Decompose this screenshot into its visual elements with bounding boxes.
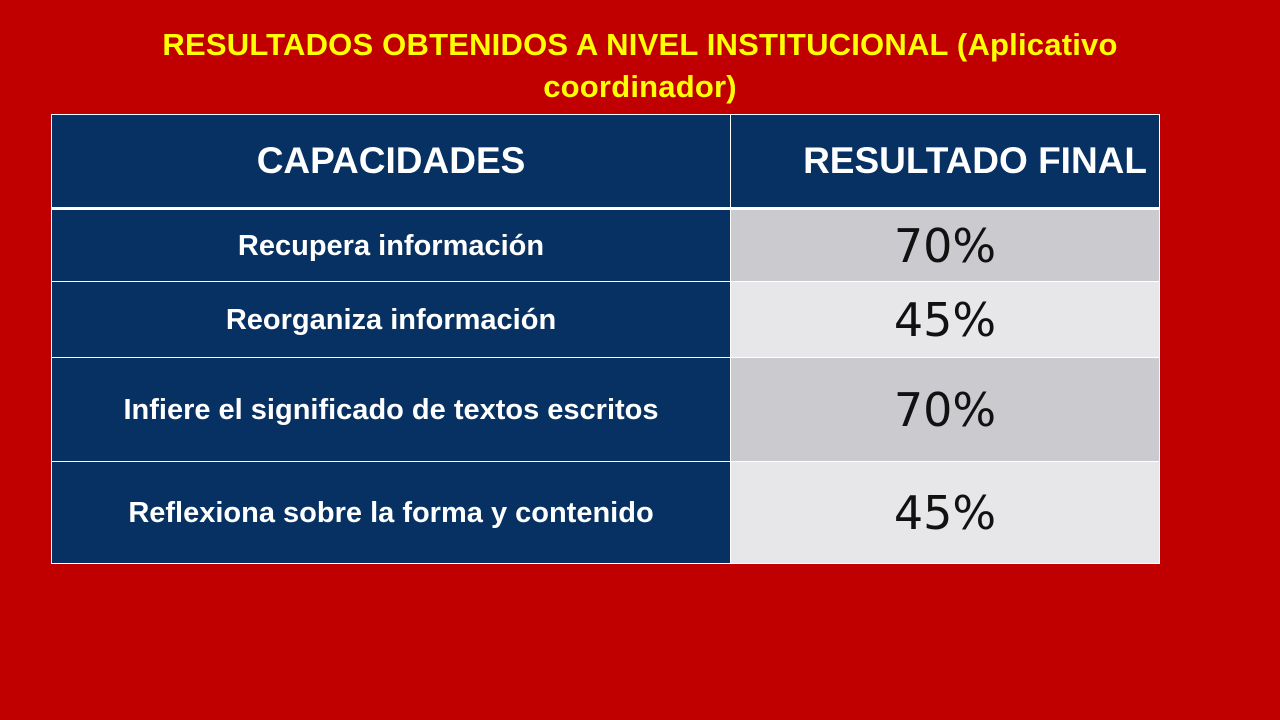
result-cell: 70% bbox=[730, 208, 1160, 282]
table-header-row: CAPACIDADES RESULTADO FINAL bbox=[51, 114, 1160, 210]
header-capacidades: CAPACIDADES bbox=[51, 114, 731, 210]
capacity-cell: Reorganiza información bbox=[51, 281, 731, 358]
capacity-cell: Recupera información bbox=[51, 208, 731, 282]
result-cell: 45% bbox=[730, 281, 1160, 358]
table-row: Reflexiona sobre la forma y contenido 45… bbox=[51, 461, 1160, 564]
results-table: CAPACIDADES RESULTADO FINAL Recupera inf… bbox=[51, 114, 1160, 564]
header-resultado-final: RESULTADO FINAL bbox=[730, 114, 1160, 210]
capacity-cell: Reflexiona sobre la forma y contenido bbox=[51, 461, 731, 564]
table-row: Reorganiza información 45% bbox=[51, 281, 1160, 358]
table-row: Infiere el significado de textos escrito… bbox=[51, 357, 1160, 462]
table-row: Recupera información 70% bbox=[51, 208, 1160, 282]
result-cell: 70% bbox=[730, 357, 1160, 462]
capacity-cell: Infiere el significado de textos escrito… bbox=[51, 357, 731, 462]
slide-title: RESULTADOS OBTENIDOS A NIVEL INSTITUCION… bbox=[162, 27, 1118, 104]
result-cell: 45% bbox=[730, 461, 1160, 564]
